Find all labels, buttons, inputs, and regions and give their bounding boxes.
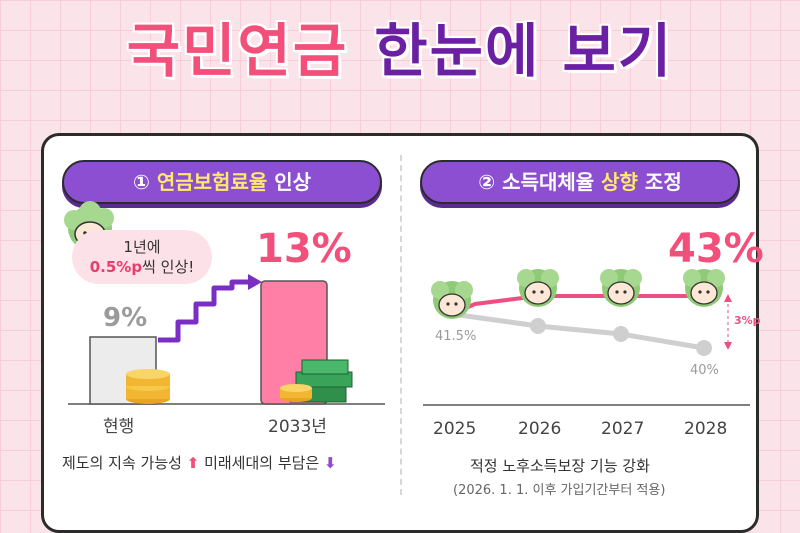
pill-number-2: ② [478,170,496,194]
replacement-rate-pill: ② 소득대체율 상향 조정 [420,160,740,204]
gap-label: 3%p [734,314,761,327]
money-stack-icon [280,359,353,403]
old-rate-line [451,311,705,351]
year-2025: 2025 [433,419,477,439]
pill-text-replacement: 소득대체율 [502,170,595,194]
caption-burden: 미래세대의 부담은 [199,454,320,472]
left-caption: 제도의 지속 가능성 ⬆ 미래세대의 부담은 ⬇ [62,452,337,473]
arrow-down-icon: ⬇ [324,454,337,472]
right-caption: 적정 노후소득보장 기능 강화 [470,457,650,475]
pill-highlight-raise: 상향 [601,170,638,194]
title-part1: 국민연금 [126,17,349,85]
new-rate-line [451,294,704,316]
premium-rate-pill: ① 연금보험료율 인상 [62,160,382,204]
old-rate-end: 40% [690,363,719,378]
pill-highlight-premium: 연금보험료율 [156,170,268,194]
mascot-icon-2026 [517,269,559,307]
panel-divider [400,155,402,495]
caption-sustainability: 제도의 지속 가능성 [62,454,182,472]
mascot-icon-2028 [683,269,725,307]
speech-bubble: 1년에 0.5%p씩 인상! [72,230,212,284]
bubble-line1: 1년에 [123,238,161,256]
new-rate-value: 43% [668,226,764,272]
page-title: 국민연금 한눈에 보기 [0,4,800,88]
bubble-pink: 0.5%p [89,258,143,276]
arrow-up-icon: ⬆ [186,454,200,472]
target-rate-value: 13% [256,226,352,272]
year-2026: 2026 [518,419,562,439]
pill-rest-premium: 인상 [267,170,312,194]
right-subcaption: (2026. 1. 1. 이후 가입기간부터 적용) [453,483,666,498]
pill-number-1: ① [132,170,150,194]
mascot-icon-2027 [600,269,642,307]
bubble-rest: 씩 인상! [142,258,195,276]
current-rate-value: 9% [103,303,148,333]
old-rate-point-2028 [696,340,712,356]
current-label: 현행 [103,417,135,437]
old-rate-point-2027 [613,326,629,342]
pill-rest-adjust: 조정 [644,170,682,194]
title-part2: 한눈에 보기 [374,17,674,85]
old-rate-point-2026 [530,318,546,334]
mascot-icon-2025 [431,281,473,319]
right-chart [423,269,750,406]
year-2028: 2028 [684,419,728,439]
coins-icon [126,369,170,404]
year-2027: 2027 [601,419,645,439]
old-rate-start: 41.5% [435,329,477,344]
target-label: 2033년 [268,417,327,437]
